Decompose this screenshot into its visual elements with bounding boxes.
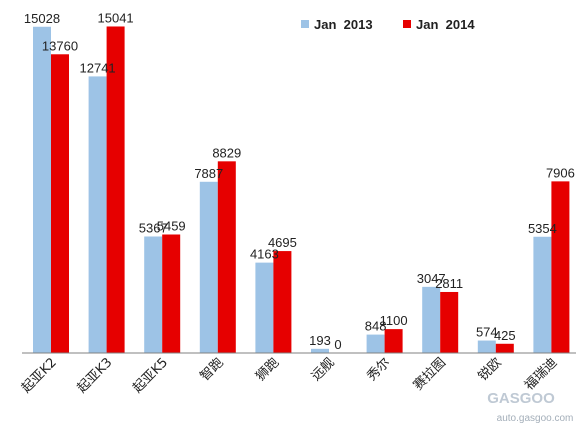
bar-jan-2014-3 bbox=[217, 161, 236, 353]
legend-label-jan-2014: Jan 2014 bbox=[416, 17, 475, 32]
data-label-jan-2013-9: 5354 bbox=[528, 221, 557, 236]
category-label-7: 赛拉图 bbox=[410, 355, 449, 394]
bar-jan-2013-3 bbox=[199, 181, 218, 353]
bar-jan-2013-7 bbox=[422, 286, 441, 353]
bar-jan-2014-7 bbox=[440, 291, 459, 353]
category-label-8: 锐欧 bbox=[476, 355, 505, 384]
watermark: GASGOO auto.gasgoo.com bbox=[487, 390, 573, 424]
data-label-jan-2014-3: 8829 bbox=[212, 145, 241, 160]
category-label-4: 狮跑 bbox=[253, 355, 282, 384]
category-labels-layer: 起亚K2 起亚K3 起亚K5 智跑 狮跑 远舰 秀尔 赛拉图 锐欧 福瑞迪 bbox=[19, 355, 560, 397]
data-label-jan-2013-4: 4163 bbox=[250, 247, 279, 262]
category-label-0: 起亚K2 bbox=[19, 355, 60, 396]
category-label-3: 智跑 bbox=[198, 355, 227, 384]
data-label-jan-2013-2: 5367 bbox=[139, 220, 168, 235]
data-label-jan-2014-6: 1100 bbox=[380, 313, 408, 328]
data-label-jan-2013-0: 15028 bbox=[24, 11, 60, 26]
data-label-jan-2013-5: 193 bbox=[309, 333, 331, 348]
bar-jan-2013-9 bbox=[533, 236, 552, 353]
bar-jan-2014-2 bbox=[162, 234, 181, 353]
bar-jan-2014-4 bbox=[273, 251, 292, 353]
data-label-jan-2013-1: 12741 bbox=[80, 60, 116, 75]
legend: Jan 2013 Jan 2014 bbox=[301, 17, 475, 32]
data-label-jan-2014-0: 13760 bbox=[42, 38, 78, 53]
bar-jan-2013-6 bbox=[366, 334, 385, 353]
bar-jan-2014-0 bbox=[51, 54, 69, 354]
data-label-jan-2014-5: 0 bbox=[334, 337, 341, 352]
bar-jan-2014-6 bbox=[384, 329, 403, 353]
data-label-jan-2014-8: 425 bbox=[494, 328, 516, 343]
category-label-2: 起亚K5 bbox=[130, 355, 171, 396]
data-label-jan-2013-3: 7887 bbox=[194, 166, 223, 181]
data-label-jan-2013-6: 848 bbox=[365, 319, 387, 334]
legend-swatch-jan-2013 bbox=[301, 20, 309, 28]
bar-jan-2013-0 bbox=[33, 26, 51, 353]
bar-jan-2013-4 bbox=[255, 262, 274, 353]
bar-jan-2014-8 bbox=[495, 343, 514, 353]
bar-jan-2013-2 bbox=[144, 236, 163, 353]
data-label-jan-2014-2: 5459 bbox=[157, 218, 186, 233]
legend-label-jan-2013: Jan 2013 bbox=[314, 17, 373, 32]
data-label-jan-2014-1: 15041 bbox=[98, 10, 134, 25]
legend-swatch-jan-2014 bbox=[403, 20, 411, 28]
bar-jan-2013-8 bbox=[477, 340, 496, 353]
watermark-url: auto.gasgoo.com bbox=[497, 413, 574, 424]
data-label-jan-2014-9: 7906 bbox=[546, 165, 575, 180]
bars-layer bbox=[33, 26, 570, 354]
category-label-1: 起亚K3 bbox=[75, 355, 116, 396]
category-label-5: 远舰 bbox=[309, 355, 338, 384]
category-label-9: 福瑞迪 bbox=[522, 355, 560, 393]
data-label-jan-2014-7: 2811 bbox=[435, 276, 463, 291]
bar-jan-2014-9 bbox=[551, 181, 570, 353]
bar-jan-2013-5 bbox=[311, 348, 329, 353]
watermark-logo: GASGOO bbox=[487, 390, 555, 407]
bar-jan-2014-1 bbox=[106, 26, 125, 354]
bar-jan-2013-1 bbox=[88, 76, 107, 353]
data-label-jan-2014-4: 4695 bbox=[268, 235, 297, 250]
data-label-jan-2013-7: 3047 bbox=[417, 271, 446, 286]
category-label-6: 秀尔 bbox=[364, 355, 393, 384]
data-label-jan-2013-8: 574 bbox=[476, 325, 498, 340]
